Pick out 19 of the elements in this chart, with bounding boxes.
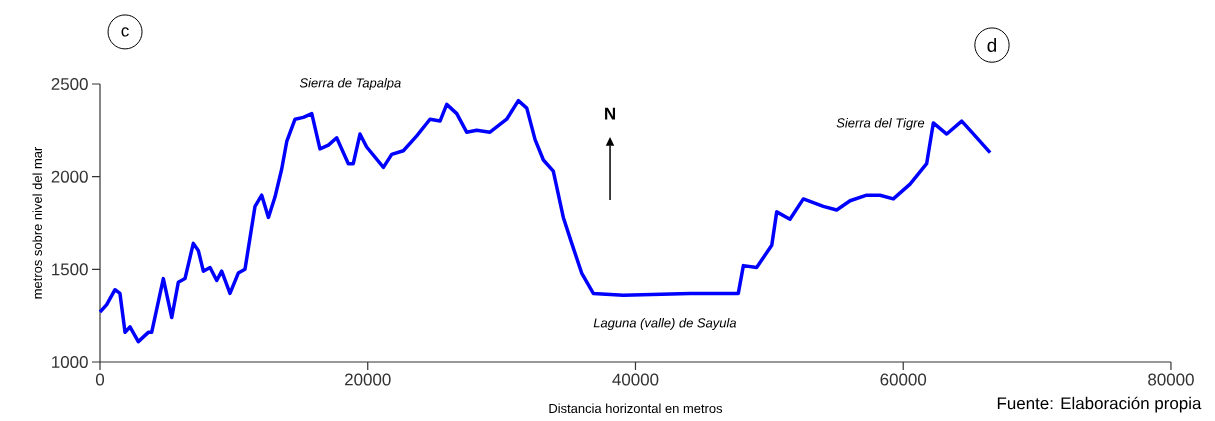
line-series [98, 98, 992, 344]
y-axis-title: metros sobre nivel del mar [32, 146, 42, 299]
annotation: Sierra de Tapalpa [299, 77, 401, 91]
y-tick-label: 2000 [51, 170, 88, 183]
x-tick-label: 40000 [612, 373, 659, 386]
annotation: N [605, 107, 616, 120]
y-tick-label: 1000 [52, 356, 88, 368]
annotation: Sierra del Tigre [836, 117, 925, 131]
text: c [121, 27, 129, 37]
x-tick-label: 20000 [345, 373, 391, 386]
x-tick-label: 80000 [1148, 373, 1194, 386]
y-tick-label: 2500 [51, 78, 88, 90]
x-axis-title: Distancia horizontal en metros [549, 403, 723, 414]
y-tick-label: 1500 [52, 263, 88, 276]
x-tick-label: 60000 [880, 373, 927, 386]
text: d [987, 38, 997, 53]
annotation: Laguna (valle) de Sayula [593, 317, 737, 331]
x-tick-label: 0 [95, 373, 105, 386]
source-note: Fuente: Elaboración propia [997, 396, 1202, 413]
